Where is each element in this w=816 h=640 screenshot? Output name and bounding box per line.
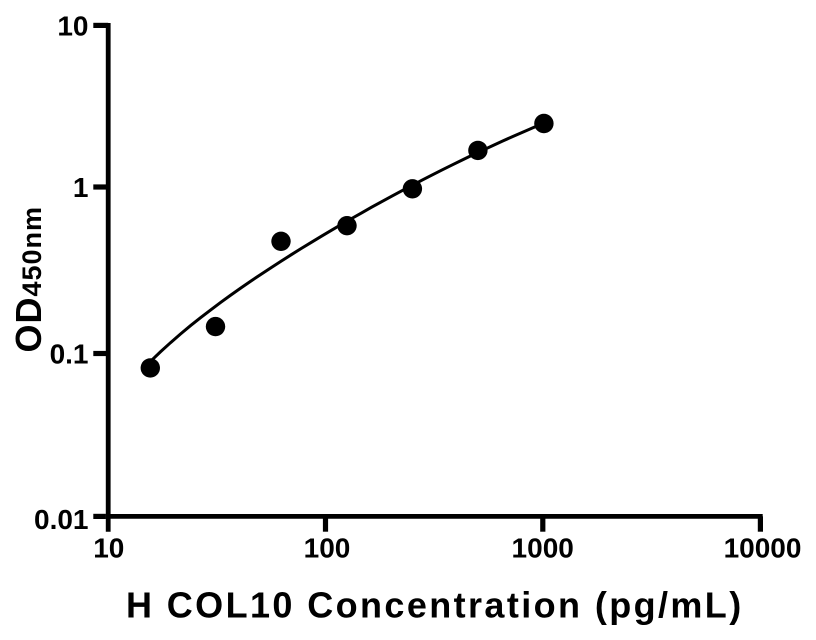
svg-text:0.01: 0.01 — [34, 504, 89, 535]
svg-text:H COL10 Concentration (pg/mL): H COL10 Concentration (pg/mL) — [126, 584, 744, 625]
svg-text:10: 10 — [57, 10, 88, 41]
svg-text:100: 100 — [304, 533, 351, 564]
svg-text:10000: 10000 — [724, 533, 802, 564]
svg-text:10: 10 — [93, 533, 124, 564]
svg-text:0.1: 0.1 — [50, 338, 89, 369]
svg-text:1: 1 — [73, 172, 89, 203]
svg-text:1000: 1000 — [512, 533, 574, 564]
